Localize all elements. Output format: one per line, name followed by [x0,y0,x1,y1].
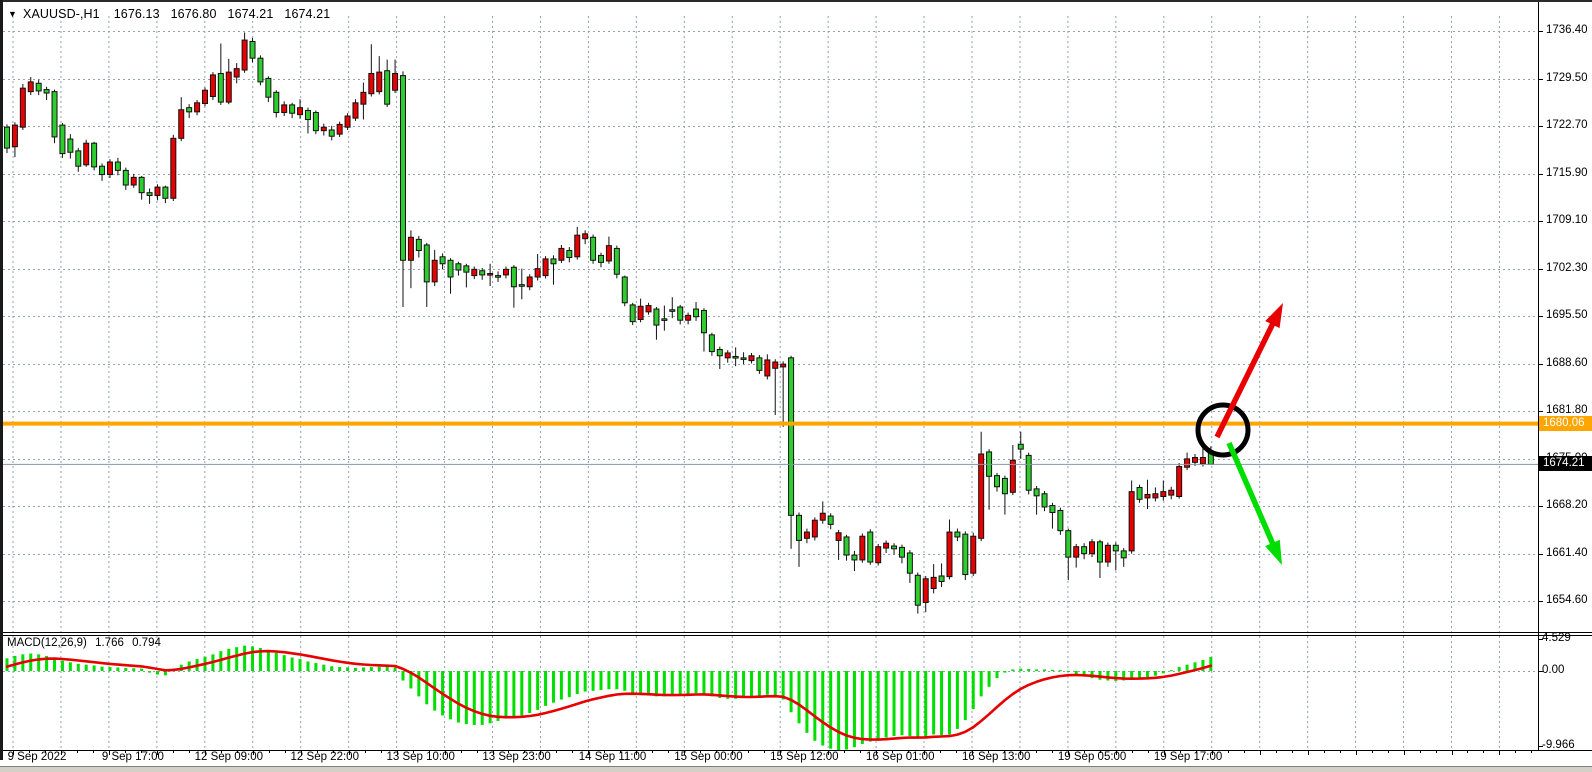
candles [4,32,1214,614]
time-axis-label: 12 Sep 09:00 [194,751,264,763]
quote-open: 1676.13 [113,7,160,21]
time-axis-label: 13 Sep 23:00 [482,751,551,763]
price-axis-label: 1681.80 [1546,404,1588,417]
quote-high: 1676.80 [170,7,217,21]
macd-signal-line [5,649,1213,741]
time-axis-label: 15 Sep 12:00 [770,751,839,763]
bid-price-tag: 1674.21 [1539,456,1592,472]
time-axis-label: 15 Sep 00:00 [674,751,743,763]
time-axis-label: 14 Sep 11:00 [578,751,647,763]
indicator-name: MACD(12,26,9) [7,637,87,649]
price-axis-label: 1702.30 [1546,261,1588,274]
price-axis-label: 1715.90 [1546,166,1588,179]
time-axis-label: 9 Sep 2022 [7,751,67,763]
price-axis-label: 1722.70 [1546,119,1588,132]
price-axis-label: 1709.10 [1546,214,1588,227]
price-axis-label: 1736.40 [1546,24,1588,36]
time-axis-label: 19 Sep 05:00 [1057,751,1127,763]
indicator-label: MACD(12,26,9) 1.766 0.794 [7,637,166,649]
price-axis-label: 1729.50 [1546,72,1588,85]
window-border-left [0,0,3,760]
time-axis-label: 16 Sep 13:00 [961,751,1031,763]
window-border-top [0,0,1592,2]
macd-axis-label: 4.529 [1542,632,1571,644]
symbol-timeframe: XAUUSD-,H1 [23,7,100,21]
chevron-down-icon[interactable]: ▼ [8,8,18,19]
arrow-up-red [1214,303,1283,439]
price-axis-label: 1661.40 [1546,546,1588,559]
price-axis-label: 1668.20 [1546,499,1588,512]
time-axis-label: 16 Sep 01:00 [866,751,935,763]
macd-axis-label: -9.966 [1542,739,1575,751]
price-axis-label: 1695.50 [1546,309,1588,322]
macd-axis-label: 0.00 [1542,664,1565,676]
quote-close: 1674.21 [284,7,331,21]
arrow-down-green [1226,441,1282,565]
orange-line-price-tag: 1680.06 [1539,415,1592,431]
time-axis-label: 13 Sep 10:00 [386,751,455,763]
price-axis-label: 1654.60 [1546,594,1588,607]
annotation-circle [1195,402,1251,458]
price-axis-label: 1688.60 [1546,357,1588,370]
time-axis-label: 19 Sep 17:00 [1153,751,1223,763]
indicator-signal-value: 0.794 [132,637,161,649]
time-axis-label: 12 Sep 22:00 [290,751,359,763]
indicator-value: 1.766 [95,637,124,649]
macd-histogram [5,645,1213,751]
panel-borders [0,0,1592,755]
status-strip [0,766,1592,772]
quote-bar: ▼ XAUUSD-,H1 1676.13 1676.80 1674.21 167… [8,6,341,22]
grid-lines [3,16,1538,750]
time-axis-label: 9 Sep 17:00 [101,751,164,763]
quote-low: 1674.21 [227,7,274,21]
